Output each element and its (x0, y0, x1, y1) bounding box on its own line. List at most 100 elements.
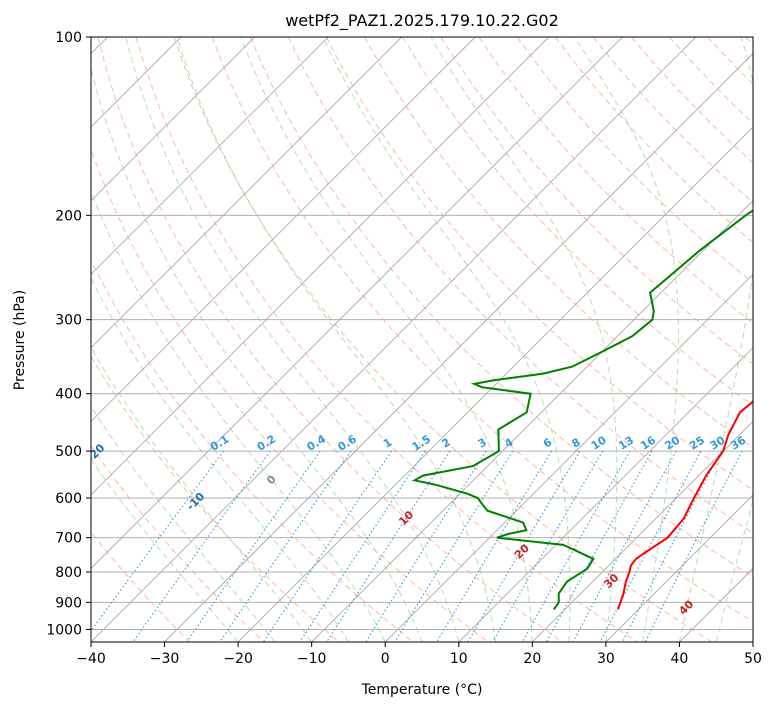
y-tick-label: 900 (55, 595, 82, 611)
isotherm-line (91, 37, 403, 349)
y-tick-label: 800 (55, 565, 82, 581)
moist-adiabat-line (430, 37, 618, 642)
moist-adiabat-line (322, 37, 571, 642)
dry-adiabat-line (249, 37, 753, 578)
moist-adiabat-line (574, 37, 679, 642)
isotherm-line (605, 494, 753, 642)
dry-adiabat-line (211, 37, 753, 623)
isotherm-line (384, 273, 753, 642)
mixing-ratio-label: 36 (728, 433, 748, 452)
reference-lines (91, 37, 753, 642)
mixing-ratio-label: 6 (541, 435, 555, 450)
y-tick-label: 300 (55, 313, 82, 329)
isotherm-line (91, 37, 697, 642)
mixing-ratio-line (91, 450, 224, 632)
mixing-ratio-line (622, 450, 722, 642)
mixing-ratio-label: 1 (381, 436, 394, 451)
mixing-ratio-label: 0.4 (305, 432, 329, 454)
mixing-ratio-line (219, 450, 352, 642)
plot-frame (90, 36, 754, 643)
moist-adiabat-line (678, 37, 753, 642)
moist-adiabat-label: 30 (601, 571, 621, 591)
y-tick-label: 400 (55, 387, 82, 403)
moist-adiabat-line (91, 276, 349, 642)
dry-adiabat-label: -30 (0, 393, 19, 416)
moist-adiabat-line (91, 190, 386, 642)
y-tick-label: 600 (55, 491, 82, 507)
mixing-ratio-line (546, 450, 653, 642)
mixing-ratio-line (263, 450, 392, 642)
dry-adiabat-line (669, 37, 753, 125)
x-tick-label: −10 (297, 651, 327, 667)
x-tick-label: 20 (523, 651, 541, 667)
chart-title: wetPf2_PAZ1.2025.179.10.22.G02 (285, 11, 559, 31)
isotherm-line (91, 37, 476, 422)
y-tick-label: 500 (55, 444, 82, 460)
sounding-profiles (411, 209, 753, 610)
moist-adiabat-label: 0 (264, 472, 279, 487)
dry-adiabat-line (745, 37, 753, 46)
mixing-ratio-line (492, 450, 604, 642)
dry-adiabat-line (91, 148, 489, 642)
x-tick-label: 0 (381, 651, 390, 667)
x-tick-label: 30 (597, 651, 615, 667)
dry-adiabat-line (91, 258, 414, 642)
moist-adiabat-line (91, 346, 313, 642)
mixing-ratio-line (522, 450, 631, 642)
mixing-ratio-line (599, 450, 702, 642)
moist-adiabat-label: 20 (512, 541, 532, 561)
mixing-ratio-label: 25 (687, 434, 707, 453)
moist-adiabat-line (715, 498, 753, 642)
x-tick-label: −20 (223, 651, 253, 667)
mixing-ratio-label: 10 (589, 433, 609, 452)
isotherm-line (164, 52, 753, 642)
dry-adiabat-line (592, 37, 753, 204)
x-tick-label: −40 (76, 651, 106, 667)
mixing-ratio-line (365, 450, 487, 642)
isotherm-line (237, 126, 753, 642)
temperature-profile (616, 400, 753, 610)
dry-adiabat-line (91, 531, 191, 642)
mixing-ratio-line (436, 450, 552, 642)
mixing-ratio-label: 16 (638, 433, 658, 452)
mixing-ratio-label: 3 (476, 436, 489, 451)
mixing-ratio-line (644, 450, 743, 642)
isotherm-line (532, 420, 753, 642)
moist-adiabat-line (91, 458, 239, 642)
mixing-ratio-label: 2 (439, 436, 452, 451)
mixing-ratio-line (186, 450, 321, 642)
isotherm-line (91, 37, 623, 570)
x-tick-label: 50 (744, 651, 762, 667)
dry-adiabat-line (402, 37, 753, 407)
y-tick-label: 100 (55, 30, 82, 46)
mixing-ratio-label: 20 (662, 433, 682, 452)
dry-adiabat-line (707, 37, 753, 85)
y-axis-title: Pressure (hPa) (12, 290, 28, 390)
x-axis: −40 −30 −20 −10 0 10 20 30 40 50 (76, 642, 762, 667)
mixing-ratio-line (326, 450, 451, 642)
y-tick-label: 1000 (46, 622, 82, 638)
isotherm-line (458, 347, 753, 642)
mixing-ratio-line (299, 450, 426, 642)
dry-adiabat-line (440, 37, 753, 365)
dry-adiabat-line (91, 445, 265, 642)
x-tick-label: 40 (671, 651, 689, 667)
dewpoint-profile (411, 209, 753, 610)
isotherm-line (752, 641, 753, 642)
x-tick-label: −30 (150, 651, 180, 667)
isotherm-line (91, 37, 255, 202)
dry-adiabat-line (326, 37, 753, 491)
reference-line-labels: 0.10.20.40.611.52346810131620253036-100-… (0, 393, 748, 617)
dry-adiabat-line (97, 37, 563, 642)
moist-adiabat-line (91, 405, 276, 642)
y-axis: 100 200 300 400 500 600 700 800 900 1000 (46, 30, 91, 638)
dry-adiabat-line (554, 37, 753, 244)
isotherm-line (311, 200, 753, 642)
dry-adiabat-line (478, 37, 753, 324)
isotherm-line (91, 37, 329, 275)
dry-adiabat-label: -10 (184, 490, 207, 513)
x-tick-label: 10 (450, 651, 468, 667)
y-tick-label: 700 (55, 531, 82, 547)
x-axis-title: Temperature (°C) (361, 682, 483, 698)
mixing-ratio-label: 8 (569, 436, 582, 451)
